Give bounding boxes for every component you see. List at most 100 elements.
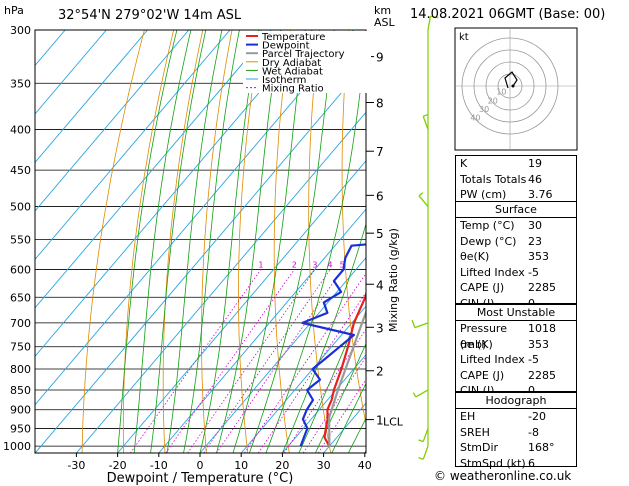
table-row: CAPE (J) 2285 [456,280,576,296]
km-unit-label: km [374,4,391,17]
isotherm-line [76,111,366,453]
surface-table: Surface Temp (°C) 30 Dewp (°C) 23 θe(K) 353 Lif… [455,201,577,310]
pressure-tick-label: 750 [10,341,31,354]
row-label: PW (cm) [460,188,507,201]
dry-adiabat [308,30,332,453]
asl-unit-label: ASL [374,16,396,29]
isotherm-line [35,30,354,406]
dry-adiabat [162,30,204,453]
table-row: K 19 [456,156,576,172]
mixing-ratio-label: 5 [340,261,345,270]
km-tick-label: 7 [376,145,384,159]
lcl-label: LCL [383,415,404,428]
pressure-tick-label: 650 [10,291,31,304]
mixing-ratio-line [216,269,343,453]
isotherm-line [35,30,313,357]
legend-entry: Parcel Trajectory [262,49,345,60]
row-label: Pressure (mb) [460,322,507,351]
row-value: 2285 [528,368,556,382]
table-row: Pressure (mb) 1018 [456,321,576,351]
wind-barb [422,445,429,460]
isotherm-line [35,30,190,212]
row-value: 353 [528,337,549,351]
row-value: 168° [528,441,555,454]
dry-adiabat [341,30,366,426]
mixing-ratio-label: 4 [328,261,333,270]
x-tick-label: -20 [109,459,127,472]
table-title: Hodograph [456,393,576,409]
row-label: Lifted Index [460,353,525,366]
table-row: StmDir 168° [456,440,576,456]
isotherm-line [35,63,366,453]
table-title: Most Unstable [456,305,576,321]
wet-adiabat [183,30,240,453]
wind-barb-flag [418,456,424,460]
row-value: 353 [528,250,549,263]
pressure-tick-label: 850 [10,384,31,397]
mixing-ratio-label: 1 [258,261,263,270]
wind-barb [418,195,429,207]
row-label: K [460,157,468,170]
valid-datetime: 14.08.2021 06GMT (Base: 00) [410,7,606,22]
wind-barb [414,322,429,329]
isotherm-line [199,257,366,453]
row-value: 30 [528,219,542,232]
wet-adiabat [117,30,178,453]
indices-table: K 19 Totals Totals 46 PW (cm) 3.76 [455,155,577,203]
pressure-unit-label: hPa [4,4,24,17]
wind-barb-flag [422,113,429,117]
x-tick-label: 10 [234,459,248,472]
wet-adiabat [265,40,366,453]
row-label: θe(K) [460,250,490,263]
pressure-tick-label: 450 [10,164,31,177]
pressure-tick-label: 500 [10,201,31,214]
pressure-tick-label: 1000 [3,440,31,453]
mixing-ratio-line [283,328,366,453]
wind-barb [427,16,432,31]
isotherm-line [282,353,366,453]
dry-adiabat [238,30,262,453]
dry-adiabat [583,30,629,453]
pressure-tick-label: 400 [10,123,31,136]
table-row: PW (cm) 3.76 [456,187,576,203]
hodograph-trace [504,71,518,89]
table-row: StmSpd (kt) 6 [456,456,576,472]
hodograph-table: Hodograph EH -20 SREH -8 StmDir 168° StmSpd (kt… [455,392,577,470]
row-label: StmDir [460,441,499,454]
x-tick-label: -30 [67,459,85,472]
row-label: EH [460,410,476,423]
x-axis-label: Dewpoint / Temperature (°C) [107,471,294,486]
x-tick-label: -10 [150,459,168,472]
wind-profile [411,15,439,460]
km-tick-label: 1 [376,414,384,428]
wet-adiabat [133,30,192,453]
row-value: 0 [528,384,535,397]
pressure-tick-label: 800 [10,363,31,376]
wet-adiabat [232,30,306,453]
row-value: 2285 [528,281,556,294]
pressure-tick-label: 550 [10,234,31,247]
table-row: Lifted Index -5 [456,265,576,281]
hodograph-ring-label: 30 [479,105,489,114]
isotherm-line [35,30,272,309]
legend-entry: Wet Adiabat [262,66,323,77]
table-row: θe(K) 353 [456,249,576,265]
row-value: 1018 [528,322,556,335]
row-value: 0 [528,296,535,310]
row-value: -5 [528,265,539,279]
dry-adiabat [273,30,291,453]
hodograph-ring-label: 40 [470,114,480,123]
wet-adiabat [282,222,366,453]
legend-entry: Dry Adiabat [262,58,321,69]
wet-adiabat [331,382,366,453]
dry-adiabat [406,30,455,453]
pressure-tick-label: 600 [10,264,31,277]
row-value: 6 [528,456,535,470]
mixing-ratio-line [244,272,366,453]
row-label: Lifted Index [460,265,525,279]
wet-adiabat [216,30,281,453]
mixing-ratio-axis-label: Mixing Ratio (g/kg) [387,228,400,332]
table-row: CAPE (J) 2285 [456,368,576,384]
dry-adiabat [81,30,145,453]
